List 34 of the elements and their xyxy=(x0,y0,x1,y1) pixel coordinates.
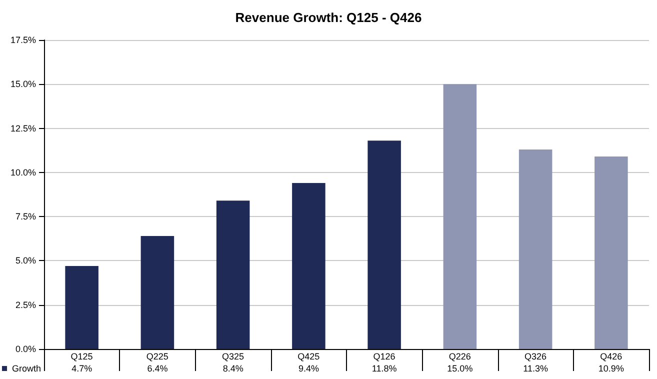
bar xyxy=(292,183,326,349)
data-label: 11.3% xyxy=(523,364,548,374)
bar xyxy=(140,236,174,349)
x-tick-label: Q225 xyxy=(146,352,168,362)
bar xyxy=(65,266,98,349)
x-tick-label: Q325 xyxy=(222,352,244,362)
x-tick-label: Q125 xyxy=(70,352,93,362)
x-tick-label: Q426 xyxy=(600,352,622,362)
y-tick-label: 0.0% xyxy=(15,344,36,354)
legend-label: Growth xyxy=(12,364,42,374)
x-tick-label: Q326 xyxy=(524,352,547,362)
bar xyxy=(443,84,477,349)
x-tick-label: Q126 xyxy=(373,352,396,362)
x-tick-label: Q226 xyxy=(448,352,471,362)
data-label: 10.9% xyxy=(598,364,624,374)
bar xyxy=(216,200,250,349)
bar xyxy=(594,156,628,349)
chart-title: Revenue Growth: Q125 - Q426 xyxy=(235,10,422,25)
data-label: 11.8% xyxy=(372,364,397,374)
bar xyxy=(368,140,401,349)
y-tick-label: 12.5% xyxy=(10,123,36,134)
data-label: 4.7% xyxy=(72,364,92,374)
data-label: 9.4% xyxy=(298,364,319,374)
y-tick-label: 10.0% xyxy=(10,167,36,178)
y-tick-label: 5.0% xyxy=(15,256,36,266)
y-tick-label: 7.5% xyxy=(15,212,36,222)
data-label: 8.4% xyxy=(222,364,244,374)
y-tick-label: 15.0% xyxy=(10,79,36,90)
data-label: 15.0% xyxy=(447,364,473,374)
y-tick-label: 17.5% xyxy=(10,35,36,45)
data-label: 6.4% xyxy=(147,364,168,374)
bar xyxy=(518,149,552,349)
x-tick-label: Q425 xyxy=(298,352,320,362)
y-tick-label: 2.5% xyxy=(15,300,36,310)
